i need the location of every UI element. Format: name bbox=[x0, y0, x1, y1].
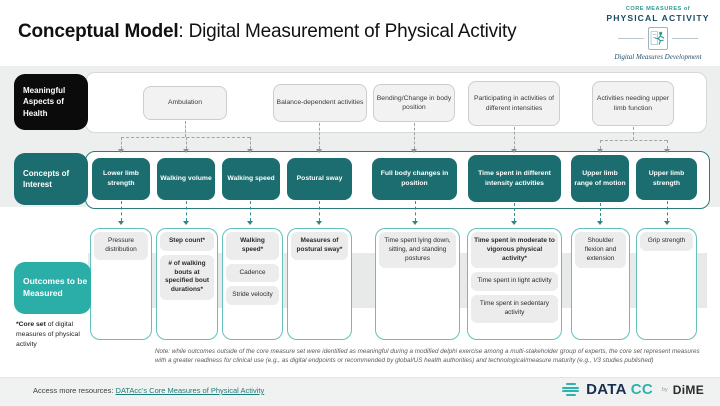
outcome-column-pressure: Pressure distribution bbox=[90, 228, 152, 340]
connector-ambulation-stem bbox=[185, 121, 186, 137]
brand-tagline: Digital Measures Development bbox=[614, 52, 702, 61]
outcome-column-grip: Grip strength bbox=[636, 228, 697, 340]
concept-box-postural-sway: Postural sway bbox=[287, 158, 352, 200]
outcome-column-postures: Time spent lying down, sitting, and stan… bbox=[375, 228, 460, 340]
concepts-row-label: Concepts of Interest bbox=[14, 153, 88, 205]
connector-drop-upper-rom bbox=[600, 140, 601, 149]
outcome-chip: Measures of postural sway* bbox=[291, 232, 348, 260]
outcome-chip: Time spent in moderate to vigorous physi… bbox=[471, 232, 558, 269]
arrowhead-icon bbox=[118, 221, 124, 225]
resources-link[interactable]: DATAcc's Core Measures of Physical Activ… bbox=[115, 386, 265, 395]
outcome-column-postural-sway: Measures of postural sway* bbox=[287, 228, 352, 340]
outcome-chip: Time spent in sedentary activity bbox=[471, 295, 558, 323]
outcome-chip: Walking speed* bbox=[226, 232, 279, 260]
concept-box-time-intensity: Time spent in different intensity activi… bbox=[468, 155, 561, 202]
outcome-chip: Shoulder flexion and extension bbox=[575, 232, 626, 269]
outcome-chip: Grip strength bbox=[640, 232, 693, 251]
outcome-column-shoulder: Shoulder flexion and extension bbox=[571, 228, 630, 340]
runner-icon bbox=[648, 26, 668, 50]
arrowhead-icon bbox=[247, 221, 253, 225]
connector-to-outcome-7 bbox=[600, 203, 601, 221]
connector-upper-limb-branch bbox=[600, 140, 667, 141]
page-title: Conceptual Model: Digital Measurement of… bbox=[18, 21, 517, 43]
brand-line2: PHYSICAL ACTIVITY bbox=[606, 12, 710, 23]
arrowhead-icon bbox=[183, 149, 189, 153]
connector-drop-upper-strength bbox=[667, 140, 668, 149]
aspect-box-participating: Participating in activities of different… bbox=[468, 81, 560, 126]
datacc-logo-cc: CC bbox=[630, 381, 653, 398]
footer-resources-prefix: Access more resources: bbox=[33, 386, 116, 395]
connector-to-outcome-4 bbox=[319, 201, 320, 221]
connector-upper-limb-stem bbox=[633, 127, 634, 140]
connector-to-outcome-2 bbox=[186, 201, 187, 221]
footnote: Note: while outcomes outside of the core… bbox=[155, 348, 700, 365]
aspect-box-upper-limb: Activities needing upper limb function bbox=[592, 81, 674, 126]
connector-to-outcome-5 bbox=[415, 201, 416, 221]
arrowhead-icon bbox=[412, 221, 418, 225]
connector-participating bbox=[514, 127, 515, 149]
aspect-box-ambulation: Ambulation bbox=[143, 86, 227, 120]
concept-box-upper-limb-strength: Upper limb strength bbox=[636, 158, 697, 200]
brand-rule-right bbox=[672, 37, 698, 39]
outcome-chip: Pressure distribution bbox=[94, 232, 148, 260]
concept-box-upper-limb-rom: Upper limb range of motion bbox=[571, 155, 629, 202]
arrowhead-icon bbox=[597, 221, 603, 225]
connector-to-outcome-6 bbox=[514, 203, 515, 221]
concept-box-full-body-changes: Full body changes in position bbox=[372, 158, 457, 200]
outcome-chip: # of walking bouts at specified bout dur… bbox=[160, 254, 214, 300]
arrowhead-icon bbox=[316, 149, 322, 153]
outcome-column-walking-speed: Walking speed* Cadence Stride velocity bbox=[222, 228, 283, 340]
brand-logo: CORE MEASURES of PHYSICAL ACTIVITY Digit… bbox=[598, 6, 718, 61]
connector-ambulation-branch bbox=[121, 137, 250, 138]
outcome-chip: Step count* bbox=[160, 232, 214, 251]
connector-drop-walking-volume bbox=[186, 137, 187, 149]
by-label: by bbox=[661, 386, 668, 393]
outcome-column-walking-volume: Step count* # of walking bouts at specif… bbox=[156, 228, 218, 340]
datacc-icon bbox=[562, 383, 580, 396]
arrowhead-icon bbox=[316, 221, 322, 225]
concept-box-walking-volume: Walking volume bbox=[157, 158, 215, 200]
outcomes-row-label: Outcomes to be Measured bbox=[14, 262, 91, 314]
aspect-box-bending: Bending/Change in body position bbox=[373, 84, 455, 122]
datacc-logo-data: DATA bbox=[586, 381, 627, 398]
concept-box-walking-speed: Walking speed bbox=[222, 158, 280, 200]
arrowhead-icon bbox=[511, 149, 517, 153]
footer-bar bbox=[0, 377, 720, 406]
core-set-legend-rest: of digital measures of physical activity bbox=[16, 321, 80, 348]
outcome-column-activity-intensity: Time spent in moderate to vigorous physi… bbox=[467, 228, 562, 340]
outcome-chip: Time spent in light activity bbox=[471, 272, 558, 292]
brand-rule-left bbox=[618, 37, 644, 39]
concept-box-lower-limb-strength: Lower limb strength bbox=[92, 158, 150, 200]
outcome-chip: Time spent lying down, sitting, and stan… bbox=[379, 232, 456, 269]
arrowhead-icon bbox=[411, 149, 417, 153]
connector-drop-walking-speed bbox=[250, 137, 251, 149]
outcome-chip: Stride velocity bbox=[226, 286, 279, 306]
outcome-chip: Cadence bbox=[226, 263, 279, 283]
connector-balance bbox=[319, 123, 320, 149]
connector-to-outcome-1 bbox=[121, 201, 122, 221]
connector-drop-lower-limb bbox=[121, 137, 122, 149]
arrowhead-icon bbox=[597, 149, 603, 153]
dime-logo: DiME bbox=[672, 382, 704, 397]
arrowhead-icon bbox=[247, 149, 253, 153]
arrowhead-icon bbox=[664, 221, 670, 225]
connector-to-outcome-3 bbox=[250, 201, 251, 221]
core-set-legend-bold: *Core set bbox=[16, 321, 46, 328]
aspects-row-label: Meaningful Aspects of Health bbox=[14, 74, 88, 130]
page-title-bold: Conceptual Model bbox=[18, 21, 179, 42]
connector-to-outcome-8 bbox=[667, 201, 668, 221]
arrowhead-icon bbox=[511, 221, 517, 225]
footer-resources: Access more resources: DATAcc's Core Mea… bbox=[33, 386, 264, 395]
aspect-box-balance: Balance-dependent activities bbox=[273, 84, 367, 122]
arrowhead-icon bbox=[118, 149, 124, 153]
connector-bending bbox=[414, 123, 415, 149]
footer-logos: DATA CC by DiME bbox=[562, 381, 704, 398]
page-title-rest: : Digital Measurement of Physical Activi… bbox=[178, 21, 517, 42]
arrowhead-icon bbox=[664, 149, 670, 153]
core-set-legend: *Core set of digital measures of physica… bbox=[16, 320, 88, 350]
arrowhead-icon bbox=[183, 221, 189, 225]
brand-line1: CORE MEASURES of bbox=[625, 6, 691, 12]
brand-icon-row bbox=[598, 26, 718, 50]
